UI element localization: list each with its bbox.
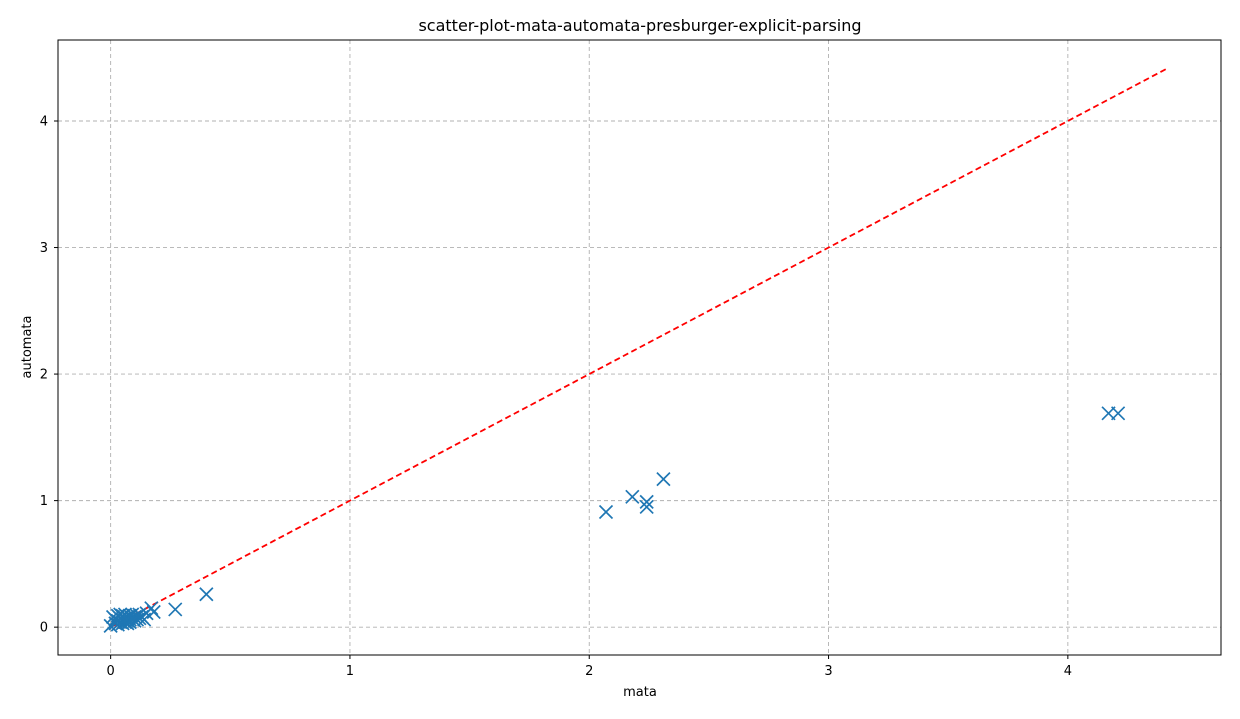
data-point [199, 587, 214, 602]
y-tick-label: 1 [40, 494, 48, 509]
data-point [639, 499, 654, 515]
x-tick-label: 2 [585, 664, 593, 679]
x-tick-label: 3 [824, 664, 832, 679]
plot-frame [57, 39, 1222, 656]
grid [58, 40, 1221, 655]
data-point [144, 601, 159, 616]
x-axis-ticks: 0 1 2 3 4 [107, 655, 1072, 679]
y-tick-label: 3 [40, 241, 48, 256]
x-tick-label: 0 [107, 664, 115, 679]
data-point [1110, 406, 1126, 421]
data-point [625, 489, 640, 504]
data-point [598, 504, 614, 520]
x-tick-label: 4 [1064, 664, 1072, 679]
y-axis-label: automata [20, 316, 35, 379]
x-axis-label: mata [623, 685, 657, 700]
x-tick-label: 1 [346, 664, 354, 679]
data-point [168, 602, 183, 617]
y-tick-label: 4 [40, 114, 48, 129]
data-point [656, 472, 671, 487]
data-point [146, 604, 161, 620]
data-points [103, 406, 1126, 633]
y-tick-label: 2 [40, 368, 48, 383]
chart-title: scatter-plot-mata-automata-presburger-ex… [418, 16, 861, 35]
data-point [639, 494, 654, 509]
y-tick-label: 0 [40, 621, 48, 636]
y-axis-ticks: 0 1 2 3 4 [40, 114, 58, 636]
